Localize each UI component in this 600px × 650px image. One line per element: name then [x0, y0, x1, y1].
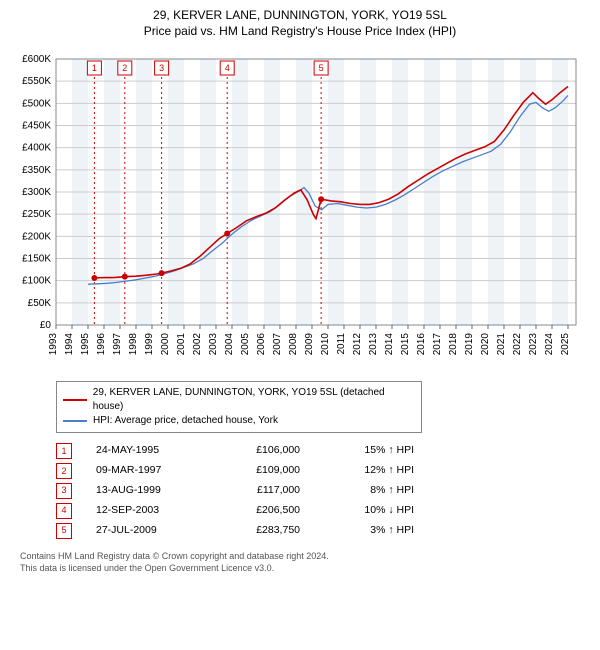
chart: £0 £50K £100K £150K £200K £250K £300K £350K £400… [8, 45, 592, 375]
transaction-date: 24-MAY-1995 [96, 441, 196, 461]
transaction-number: 2 [56, 463, 72, 479]
svg-text:£550K: £550K [22, 76, 51, 87]
svg-text:2010: 2010 [320, 333, 331, 356]
svg-text:£500K: £500K [22, 99, 51, 110]
transaction-row: 2 09-MAR-1997 £109,000 12% ↑ HPI [56, 461, 582, 481]
transaction-diff: 3% ↑ HPI [324, 521, 414, 541]
footer-line-2: This data is licensed under the Open Gov… [20, 563, 582, 575]
transaction-number: 1 [56, 443, 72, 459]
transaction-number: 3 [56, 483, 72, 499]
svg-text:1993: 1993 [48, 333, 59, 356]
svg-text:£600K: £600K [22, 54, 51, 65]
svg-text:1997: 1997 [112, 333, 123, 356]
transaction-number: 4 [56, 503, 72, 519]
chart-svg: £0 £50K £100K £150K £200K £250K £300K £350K £400… [8, 45, 588, 375]
svg-text:2018: 2018 [448, 333, 459, 356]
svg-text:2014: 2014 [384, 333, 395, 356]
transaction-price: £206,500 [220, 501, 300, 521]
svg-text:£100K: £100K [22, 276, 51, 287]
chart-title-2: Price paid vs. HM Land Registry's House … [8, 24, 592, 40]
transaction-diff: 15% ↑ HPI [324, 441, 414, 461]
footer-line-1: Contains HM Land Registry data © Crown c… [20, 551, 582, 563]
svg-text:1999: 1999 [144, 333, 155, 356]
svg-text:2013: 2013 [368, 333, 379, 356]
svg-text:1995: 1995 [80, 333, 91, 356]
legend-swatch [63, 399, 87, 401]
chart-title-1: 29, KERVER LANE, DUNNINGTON, YORK, YO19 … [8, 8, 592, 24]
svg-text:2023: 2023 [528, 333, 539, 356]
svg-text:2: 2 [122, 63, 127, 73]
transaction-table: 1 24-MAY-1995 £106,000 15% ↑ HPI 2 09-MAR-199… [56, 441, 582, 541]
svg-text:£150K: £150K [22, 254, 51, 265]
svg-text:2015: 2015 [400, 333, 411, 356]
svg-text:2021: 2021 [496, 333, 507, 356]
svg-text:£350K: £350K [22, 165, 51, 176]
legend-label: HPI: Average price, detached house, York [93, 414, 278, 428]
svg-text:2007: 2007 [272, 333, 283, 356]
transaction-date: 09-MAR-1997 [96, 461, 196, 481]
footer: Contains HM Land Registry data © Crown c… [20, 551, 582, 574]
legend: 29, KERVER LANE, DUNNINGTON, YORK, YO19 … [56, 381, 422, 433]
svg-text:3: 3 [159, 63, 164, 73]
transaction-price: £117,000 [220, 481, 300, 501]
svg-text:2000: 2000 [160, 333, 171, 356]
svg-text:2005: 2005 [240, 333, 251, 356]
svg-text:£450K: £450K [22, 121, 51, 132]
svg-text:2004: 2004 [224, 333, 235, 356]
legend-item-property: 29, KERVER LANE, DUNNINGTON, YORK, YO19 … [63, 386, 415, 414]
transaction-date: 13-AUG-1999 [96, 481, 196, 501]
legend-item-hpi: HPI: Average price, detached house, York [63, 414, 415, 428]
svg-text:£300K: £300K [22, 187, 51, 198]
svg-text:2017: 2017 [432, 333, 443, 356]
transaction-diff: 10% ↓ HPI [324, 501, 414, 521]
svg-text:4: 4 [225, 63, 230, 73]
transaction-date: 27-JUL-2009 [96, 521, 196, 541]
transaction-number: 5 [56, 523, 72, 539]
svg-text:5: 5 [319, 63, 324, 73]
transaction-row: 5 27-JUL-2009 £283,750 3% ↑ HPI [56, 521, 582, 541]
svg-text:1998: 1998 [128, 333, 139, 356]
svg-text:£200K: £200K [22, 232, 51, 243]
transaction-diff: 12% ↑ HPI [324, 461, 414, 481]
transaction-row: 1 24-MAY-1995 £106,000 15% ↑ HPI [56, 441, 582, 461]
transaction-row: 3 13-AUG-1999 £117,000 8% ↑ HPI [56, 481, 582, 501]
svg-text:2011: 2011 [336, 333, 347, 355]
svg-text:2001: 2001 [176, 333, 187, 356]
svg-text:£0: £0 [40, 320, 52, 331]
svg-text:2002: 2002 [192, 333, 203, 356]
svg-text:1994: 1994 [64, 333, 75, 356]
svg-text:£250K: £250K [22, 209, 51, 220]
transaction-price: £106,000 [220, 441, 300, 461]
svg-text:2012: 2012 [352, 333, 363, 356]
svg-text:2022: 2022 [512, 333, 523, 356]
svg-text:1: 1 [92, 63, 97, 73]
transaction-price: £283,750 [220, 521, 300, 541]
transaction-row: 4 12-SEP-2003 £206,500 10% ↓ HPI [56, 501, 582, 521]
svg-text:2009: 2009 [304, 333, 315, 356]
svg-text:2008: 2008 [288, 333, 299, 356]
svg-text:2020: 2020 [480, 333, 491, 356]
svg-text:£50K: £50K [28, 298, 52, 309]
svg-text:2019: 2019 [464, 333, 475, 356]
transaction-price: £109,000 [220, 461, 300, 481]
svg-text:£400K: £400K [22, 143, 51, 154]
transaction-diff: 8% ↑ HPI [324, 481, 414, 501]
svg-text:2006: 2006 [256, 333, 267, 356]
svg-text:2003: 2003 [208, 333, 219, 356]
svg-text:1996: 1996 [96, 333, 107, 356]
transaction-date: 12-SEP-2003 [96, 501, 196, 521]
svg-text:2024: 2024 [544, 333, 555, 356]
legend-label: 29, KERVER LANE, DUNNINGTON, YORK, YO19 … [93, 386, 415, 414]
svg-text:2016: 2016 [416, 333, 427, 356]
legend-swatch [63, 420, 87, 422]
svg-text:2025: 2025 [560, 333, 571, 356]
